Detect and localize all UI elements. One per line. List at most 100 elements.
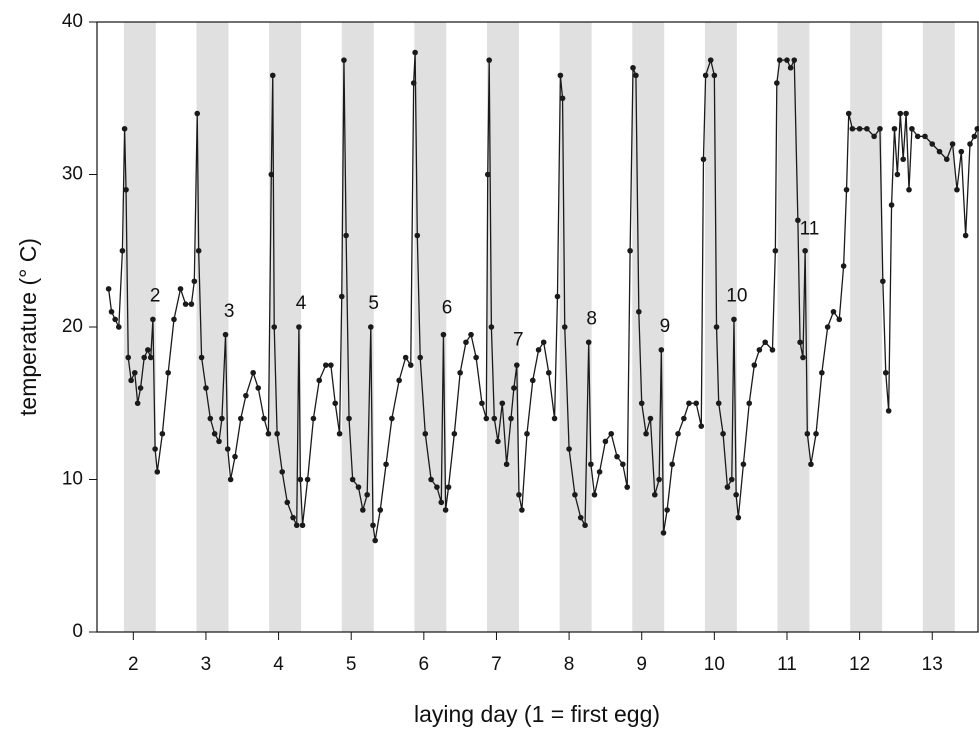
- temperature-point: [971, 133, 978, 140]
- temperature-point: [495, 438, 501, 445]
- x-tick-label: 6: [419, 654, 430, 675]
- temperature-point: [700, 156, 707, 163]
- temperature-point: [702, 72, 709, 79]
- temperature-point: [438, 499, 445, 506]
- temperature-point: [813, 430, 819, 437]
- temperature-point: [664, 507, 670, 513]
- temperature-point: [407, 362, 414, 368]
- temperature-point: [377, 507, 384, 513]
- temperature-point: [636, 308, 642, 315]
- temperature-point: [137, 385, 144, 391]
- temperature-point: [958, 148, 965, 155]
- temperature-point: [588, 461, 594, 468]
- temperature-point: [740, 461, 747, 468]
- temperature-point: [108, 308, 115, 315]
- temperature-point: [746, 400, 753, 407]
- temperature-point: [468, 331, 474, 338]
- temperature-point: [882, 369, 889, 376]
- temperature-point: [484, 171, 491, 178]
- temperature-point: [551, 415, 558, 422]
- temperature-point: [177, 286, 184, 292]
- temperature-point: [222, 331, 229, 338]
- temperature-point: [503, 461, 510, 468]
- temperature-point: [227, 476, 234, 483]
- temperature-point: [877, 125, 883, 132]
- egg-label: 10: [726, 286, 747, 307]
- temperature-point: [125, 354, 132, 361]
- x-tick-label: 4: [273, 654, 284, 675]
- temperature-point: [802, 247, 808, 254]
- temperature-point: [182, 301, 189, 307]
- temperature-point: [545, 369, 552, 376]
- temperature-point: [774, 80, 780, 86]
- temperature-point: [203, 385, 209, 391]
- egg-label: 8: [586, 308, 597, 329]
- temperature-point: [519, 507, 525, 513]
- temperature-point: [840, 263, 847, 269]
- temperature-point: [733, 491, 739, 498]
- night-band: [196, 22, 229, 632]
- temperature-point: [686, 400, 692, 407]
- temperature-point: [819, 369, 825, 376]
- temperature-point: [830, 308, 837, 315]
- temperature-point: [134, 400, 141, 407]
- temperature-point: [284, 499, 291, 506]
- temperature-point: [914, 133, 921, 140]
- temperature-point: [224, 446, 231, 452]
- temperature-point: [250, 369, 256, 376]
- temperature-point: [559, 95, 566, 102]
- temperature-point: [769, 347, 776, 353]
- temperature-point: [929, 141, 936, 147]
- temperature-point: [836, 316, 843, 323]
- temperature-point: [591, 491, 598, 498]
- temperature-point: [713, 324, 720, 330]
- temperature-point: [787, 64, 794, 71]
- temperature-point: [145, 347, 151, 353]
- night-band: [850, 22, 883, 632]
- temperature-point: [843, 186, 850, 193]
- x-tick-label: 2: [128, 654, 139, 675]
- temperature-point: [243, 392, 249, 399]
- temperature-point: [954, 186, 960, 193]
- x-tick-label: 8: [564, 654, 575, 675]
- temperature-point: [171, 316, 177, 323]
- temperature-point: [499, 400, 506, 407]
- temperature-point: [128, 377, 134, 384]
- temperature-point: [412, 49, 418, 56]
- temperature-point: [119, 247, 126, 254]
- temperature-point: [885, 408, 892, 414]
- temperature-point: [582, 522, 588, 529]
- temperature-point: [269, 72, 276, 79]
- temperature-point: [154, 469, 161, 475]
- temperature-point: [508, 415, 514, 422]
- temperature-point: [434, 484, 440, 490]
- temperature-point: [864, 125, 870, 132]
- temperature-point: [800, 354, 806, 361]
- temperature-point: [577, 514, 584, 521]
- egg-label: 11: [800, 218, 820, 239]
- temperature-point: [341, 57, 347, 63]
- temperature-point: [698, 423, 705, 429]
- temperature-point: [784, 57, 790, 63]
- temperature-point: [343, 232, 349, 239]
- temperature-point: [297, 476, 304, 483]
- temperature-point: [681, 415, 687, 422]
- egg-label: 4: [296, 293, 307, 314]
- temperature-point: [316, 377, 323, 384]
- temperature-point: [304, 476, 311, 483]
- x-tick-label: 13: [922, 654, 943, 675]
- egg-label: 5: [368, 293, 379, 314]
- temperature-point: [473, 354, 479, 361]
- temperature-point: [596, 469, 603, 475]
- temperature-point: [191, 278, 198, 285]
- temperature-point: [693, 400, 699, 407]
- temperature-point: [207, 415, 214, 422]
- y-tick-label: 30: [62, 164, 83, 185]
- temperature-point: [561, 324, 568, 330]
- temperature-point: [572, 491, 578, 498]
- temperature-point: [585, 339, 592, 346]
- temperature-point: [967, 141, 973, 147]
- temperature-point: [147, 354, 154, 361]
- temperature-point: [906, 186, 912, 193]
